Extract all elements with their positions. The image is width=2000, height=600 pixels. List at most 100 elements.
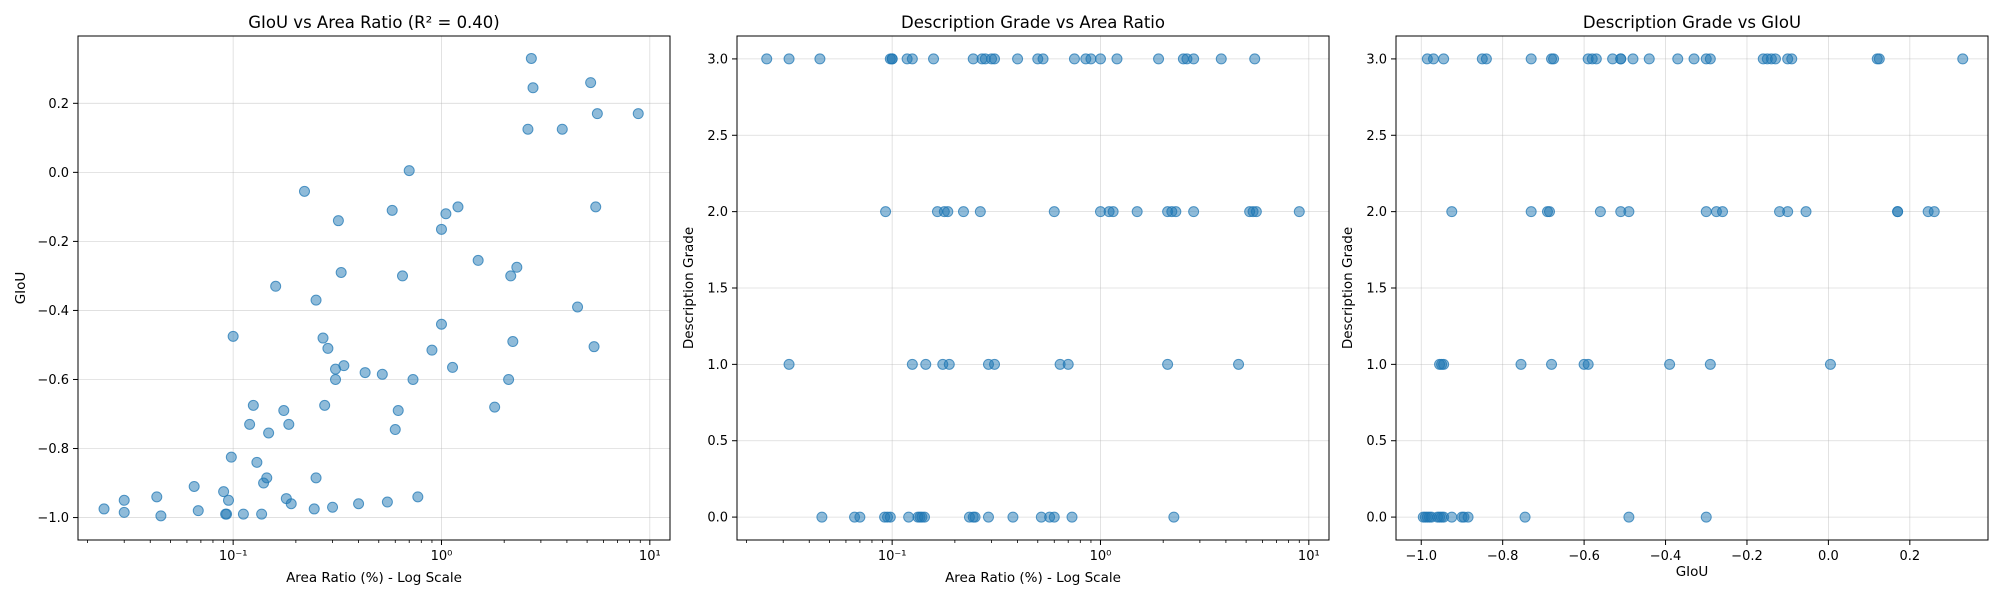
y-tick-label: 0.2 <box>48 97 69 112</box>
y-tick-label: −0.4 <box>37 304 69 319</box>
x-tick-label: 10⁰ <box>431 549 453 564</box>
x-tick-label: −0.6 <box>1568 549 1600 564</box>
data-point <box>270 280 282 292</box>
data-point <box>151 491 163 503</box>
plot-area-frame <box>77 35 671 541</box>
data-point <box>1480 53 1492 65</box>
data-point <box>1438 53 1450 65</box>
y-tick-label: −0.2 <box>37 235 69 250</box>
data-point <box>1153 53 1165 65</box>
data-point <box>285 498 297 510</box>
data-point <box>1170 206 1182 218</box>
data-point <box>381 496 393 508</box>
data-point <box>1462 511 1474 523</box>
data-point <box>814 53 826 65</box>
data-point <box>435 318 447 330</box>
data-point <box>1704 53 1716 65</box>
data-point <box>278 405 290 417</box>
plot-area-frame <box>736 35 1330 541</box>
data-point <box>256 508 268 520</box>
chart-title: Description Grade vs Area Ratio <box>901 13 1165 32</box>
y-tick-label: 1.0 <box>1366 358 1387 373</box>
data-point <box>1519 511 1531 523</box>
data-point <box>1085 53 1097 65</box>
data-point <box>1515 358 1527 370</box>
data-point <box>332 215 344 227</box>
y-axis-label: Description Grade <box>1340 227 1356 349</box>
y-axis-label: GIoU <box>13 272 29 305</box>
data-point <box>1293 206 1305 218</box>
data-point <box>403 165 415 177</box>
data-point <box>1590 53 1602 65</box>
data-point <box>335 266 347 278</box>
data-point <box>389 424 401 436</box>
data-point <box>376 368 388 380</box>
data-point <box>1892 206 1904 218</box>
data-point <box>386 204 398 216</box>
data-point <box>435 223 447 235</box>
x-axis-label: Area Ratio (%) - Log Scale <box>945 570 1121 586</box>
chart-grade-vs-area: Description Grade vs Area Ratio Area Rat… <box>681 13 1330 586</box>
data-point <box>1800 206 1812 218</box>
data-point <box>1525 206 1537 218</box>
ticks: −1.0 −0.8 −0.6 −0.4 −0.2 0.0 0.2 0.0 0.5 1.0 1.5 2.… <box>1366 52 1920 564</box>
data-point <box>1066 511 1078 523</box>
data-point <box>527 82 539 94</box>
data-point <box>1037 53 1049 65</box>
data-point <box>1623 206 1635 218</box>
y-tick-label: 2.0 <box>707 205 728 220</box>
data-point <box>884 511 896 523</box>
data-point <box>880 206 892 218</box>
data-point <box>1782 206 1794 218</box>
data-point <box>1543 206 1555 218</box>
data-point <box>632 108 644 120</box>
gridlines <box>78 36 670 540</box>
data-point <box>1111 53 1123 65</box>
x-tick-label: −0.4 <box>1650 549 1682 564</box>
data-point <box>244 418 256 430</box>
data-point <box>1107 206 1119 218</box>
data-point <box>359 367 371 379</box>
data-point <box>783 358 795 370</box>
data-point <box>1131 206 1143 218</box>
y-tick-label: −1.0 <box>37 511 69 526</box>
data-point <box>1048 511 1060 523</box>
data-point <box>1704 358 1716 370</box>
data-point <box>1048 206 1060 218</box>
data-point <box>1623 511 1635 523</box>
data-point <box>525 52 537 64</box>
data-point <box>218 486 230 498</box>
data-point <box>503 373 515 385</box>
y-tick-label: 1.5 <box>707 282 728 297</box>
data-point <box>155 510 167 522</box>
data-point <box>353 498 365 510</box>
data-point <box>591 108 603 120</box>
gridlines <box>1396 36 1988 540</box>
data-point <box>330 373 342 385</box>
data-point <box>1250 206 1262 218</box>
y-tick-label: 3.0 <box>707 52 728 67</box>
data-point <box>227 330 239 342</box>
data-point <box>761 53 773 65</box>
data-point <box>1168 511 1180 523</box>
data-point <box>1717 206 1729 218</box>
data-point <box>572 301 584 313</box>
data-point <box>957 206 969 218</box>
data-point <box>188 480 200 492</box>
data-point <box>585 77 597 89</box>
data-point <box>1215 53 1227 65</box>
data-point <box>1769 53 1781 65</box>
ticks: 10⁻¹ 10⁰ 10¹ 0.0 0.5 1.0 1.5 2.0 2.5 3.0 <box>707 52 1319 564</box>
data-point <box>1664 358 1676 370</box>
data-point <box>1672 53 1684 65</box>
data-point <box>1546 358 1558 370</box>
data-point <box>1700 511 1712 523</box>
data-point <box>590 201 602 213</box>
data-point <box>1249 53 1261 65</box>
data-point <box>1786 53 1798 65</box>
data-point <box>1627 53 1639 65</box>
x-tick-label: 0.2 <box>1899 549 1920 564</box>
data-point <box>1957 53 1969 65</box>
data-point <box>886 53 898 65</box>
